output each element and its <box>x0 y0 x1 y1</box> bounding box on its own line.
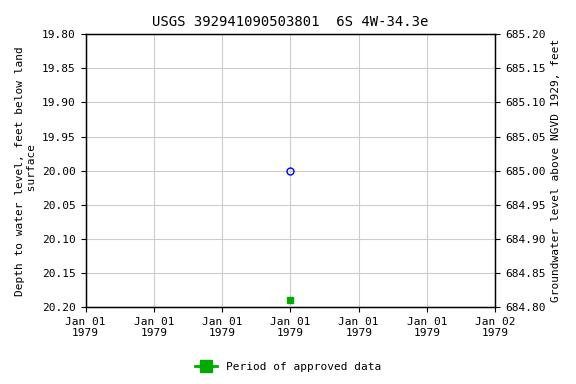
Y-axis label: Depth to water level, feet below land
 surface: Depth to water level, feet below land su… <box>15 46 37 296</box>
Title: USGS 392941090503801  6S 4W-34.3e: USGS 392941090503801 6S 4W-34.3e <box>152 15 429 29</box>
Y-axis label: Groundwater level above NGVD 1929, feet: Groundwater level above NGVD 1929, feet <box>551 39 561 302</box>
Legend: Period of approved data: Period of approved data <box>191 358 385 377</box>
